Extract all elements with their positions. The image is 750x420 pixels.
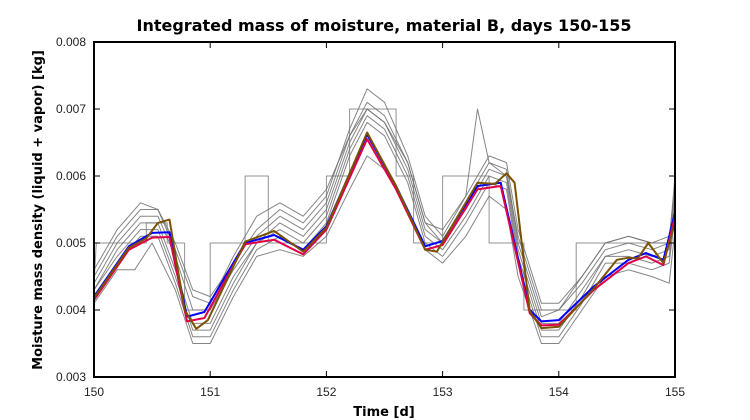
y-axis: 0.003 0.004 0.005 0.006 0.007 0.008	[56, 35, 675, 384]
series-line-ensemble-4	[93, 108, 676, 324]
y-tick-label: 0.006	[56, 169, 86, 183]
x-tick-label: 151	[200, 385, 220, 399]
plot-frame	[93, 41, 676, 378]
series-line-ensemble-2	[93, 88, 676, 304]
series-line-ensemble-6	[93, 121, 676, 338]
y-tick-label: 0.005	[56, 236, 86, 250]
series-line-ensemble-1	[93, 108, 676, 311]
y-tick-label: 0.007	[56, 102, 86, 116]
x-axis: 150 151 152 153 154 155	[84, 42, 685, 399]
x-tick-label: 154	[549, 385, 569, 399]
series-line-ensemble-8	[93, 108, 676, 311]
series-line-ensemble-7	[93, 155, 676, 344]
x-tick-label: 153	[433, 385, 453, 399]
x-axis-label: Time [d]	[353, 405, 414, 420]
x-tick-label: 150	[84, 385, 104, 399]
series-line-brown	[93, 131, 676, 330]
y-tick-label: 0.004	[56, 303, 86, 317]
chart-title: Integrated mass of moisture, material B,…	[137, 16, 632, 35]
y-tick-label: 0.008	[56, 35, 86, 49]
y-axis-label: Moisture mass density (liquid + vapor) […	[31, 50, 46, 370]
x-tick-label: 152	[316, 385, 336, 399]
y-tick-label: 0.003	[56, 370, 86, 384]
series-line-ensemble-3	[93, 101, 676, 318]
series-layer	[93, 88, 676, 344]
x-tick-label: 155	[665, 385, 685, 399]
